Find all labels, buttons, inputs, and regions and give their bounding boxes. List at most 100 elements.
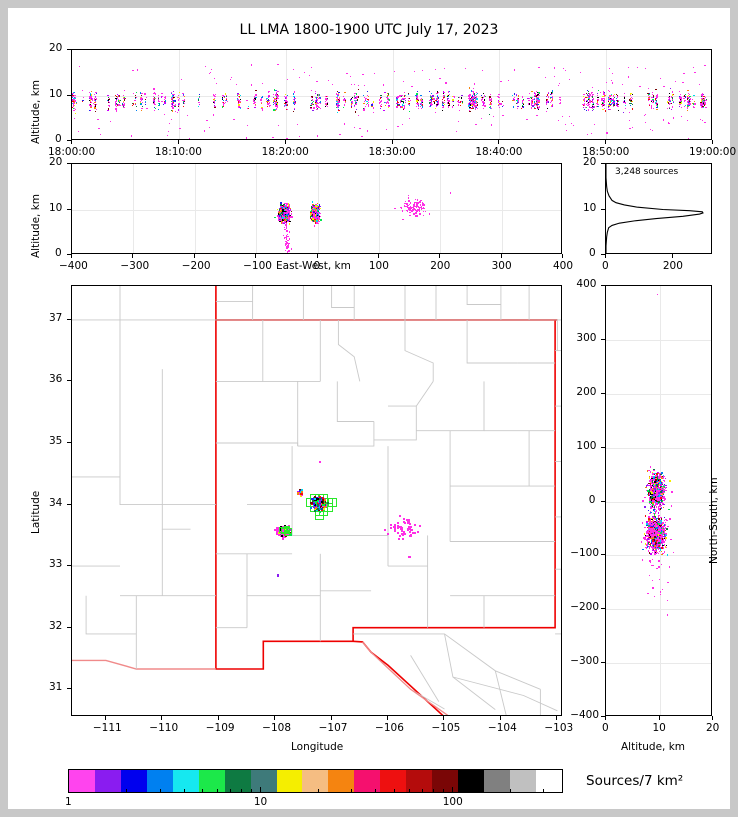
source-point (73, 96, 75, 99)
source-point (489, 108, 491, 110)
source-point (535, 96, 537, 98)
source-point (197, 105, 199, 107)
source-point (546, 107, 549, 110)
source-point (277, 90, 279, 93)
source-point (316, 106, 318, 108)
source-point (285, 102, 287, 104)
source-point (108, 100, 110, 102)
source-point (316, 93, 319, 95)
source-point (276, 99, 278, 101)
source-point (636, 67, 639, 69)
source-count-label: 3,248 sources (615, 167, 679, 177)
source-point (380, 99, 382, 101)
source-point (225, 99, 227, 102)
panel-map[interactable] (71, 285, 562, 716)
source-point (474, 104, 476, 106)
source-point (157, 95, 159, 97)
source-point (177, 104, 180, 106)
source-point (703, 101, 706, 103)
source-point (280, 204, 282, 206)
source-point (587, 92, 589, 95)
source-point (705, 99, 707, 102)
source-point (199, 96, 201, 99)
source-point (379, 103, 381, 105)
source-point (73, 94, 75, 96)
source-point (608, 101, 610, 103)
source-point (604, 107, 606, 109)
source-point (490, 98, 492, 100)
source-point (317, 94, 319, 96)
source-point (223, 96, 225, 98)
source-point (679, 96, 682, 98)
source-point (386, 96, 388, 98)
source-point (549, 97, 552, 99)
source-point (500, 81, 502, 83)
source-point (338, 104, 340, 106)
source-point (336, 100, 338, 103)
histogram-curve (606, 164, 704, 253)
source-point (668, 100, 671, 102)
source-point (172, 100, 174, 103)
source-point (414, 215, 416, 217)
source-point (222, 104, 224, 106)
source-point (134, 96, 136, 99)
source-point (701, 103, 703, 105)
source-point (429, 102, 431, 104)
source-point (403, 104, 406, 106)
source-point (472, 93, 474, 95)
source-point (274, 89, 276, 91)
source-point (274, 103, 276, 105)
source-point (603, 90, 605, 92)
source-point (671, 102, 673, 104)
source-point (650, 129, 652, 131)
panel-eastwest-altitude[interactable] (71, 163, 562, 254)
source-point (400, 528, 403, 531)
source-point (429, 91, 431, 93)
source-point (275, 109, 277, 112)
panel-northsouth-altitude[interactable] (605, 285, 712, 716)
source-point (613, 104, 615, 106)
source-point (123, 100, 125, 102)
source-point (533, 101, 536, 103)
source-point (406, 203, 408, 205)
source-point (410, 201, 412, 204)
source-point (588, 99, 590, 102)
source-point (283, 105, 285, 108)
source-point (261, 107, 263, 109)
source-point (287, 208, 289, 210)
source-point (684, 94, 686, 96)
source-point (679, 104, 681, 106)
source-point (140, 92, 142, 94)
source-point (470, 102, 472, 105)
panel-time-altitude[interactable] (71, 49, 712, 140)
source-point (481, 69, 483, 72)
source-point (286, 230, 288, 232)
source-point (144, 100, 147, 103)
source-point (648, 88, 650, 90)
source-point (123, 106, 125, 108)
source-point (472, 102, 474, 105)
source-point (537, 107, 539, 109)
source-point (434, 111, 437, 113)
source-point (95, 103, 97, 106)
figure-canvas: LL LMA 1800-1900 UTC July 17, 2023 Altit… (8, 8, 736, 809)
source-point (617, 100, 620, 102)
source-point (72, 97, 74, 99)
source-point (278, 218, 280, 220)
source-point (473, 87, 475, 89)
source-point (551, 96, 554, 98)
source-point (516, 98, 518, 100)
source-point (353, 97, 356, 99)
source-point (221, 101, 224, 103)
source-point (418, 201, 420, 203)
source-point (336, 98, 338, 100)
source-point (443, 92, 445, 94)
source-point (498, 100, 500, 102)
source-point (253, 99, 255, 101)
source-point (591, 100, 593, 103)
source-point (409, 211, 411, 213)
source-point (275, 99, 277, 101)
source-point (168, 130, 170, 132)
source-point (326, 95, 328, 97)
source-point (527, 98, 529, 100)
